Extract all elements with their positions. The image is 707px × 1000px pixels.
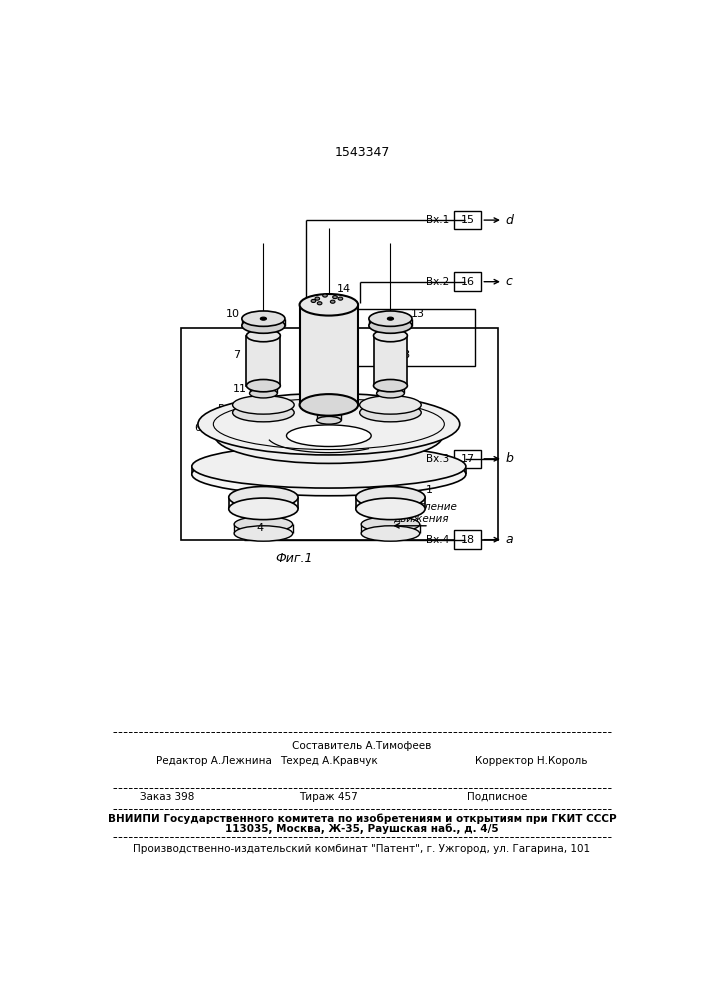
Ellipse shape xyxy=(315,297,320,300)
Bar xyxy=(454,450,481,468)
Ellipse shape xyxy=(229,487,298,508)
Text: 11: 11 xyxy=(233,384,247,394)
Ellipse shape xyxy=(286,425,371,446)
Ellipse shape xyxy=(361,517,420,532)
Ellipse shape xyxy=(192,445,466,488)
Ellipse shape xyxy=(360,396,421,414)
Ellipse shape xyxy=(250,381,277,390)
Ellipse shape xyxy=(242,311,285,326)
Ellipse shape xyxy=(234,526,293,541)
Bar xyxy=(317,405,341,420)
Ellipse shape xyxy=(229,498,298,520)
Text: 7: 7 xyxy=(233,350,240,360)
Ellipse shape xyxy=(373,379,407,392)
Text: 113035, Москва, Ж-35, Раушская наб., д. 4/5: 113035, Москва, Ж-35, Раушская наб., д. … xyxy=(225,824,498,834)
Ellipse shape xyxy=(242,318,285,333)
Ellipse shape xyxy=(356,498,425,520)
Text: 9: 9 xyxy=(379,442,386,452)
Text: 3: 3 xyxy=(256,496,263,506)
Ellipse shape xyxy=(215,408,443,463)
Ellipse shape xyxy=(233,396,294,414)
Ellipse shape xyxy=(369,311,412,326)
Ellipse shape xyxy=(369,318,412,333)
Bar xyxy=(454,272,481,291)
Text: Составитель А.Тимофеев: Составитель А.Тимофеев xyxy=(292,741,432,751)
Text: 13: 13 xyxy=(410,309,424,319)
Ellipse shape xyxy=(330,300,335,303)
Bar xyxy=(454,530,481,549)
Bar xyxy=(300,305,358,405)
Ellipse shape xyxy=(333,296,337,299)
Text: d: d xyxy=(505,214,513,227)
Ellipse shape xyxy=(361,526,420,541)
Text: 1: 1 xyxy=(426,485,433,495)
Text: Подписное: Подписное xyxy=(467,792,528,802)
Text: b: b xyxy=(505,452,513,465)
Ellipse shape xyxy=(317,416,341,424)
Text: 14: 14 xyxy=(337,284,351,294)
Ellipse shape xyxy=(260,317,267,320)
Ellipse shape xyxy=(377,389,404,398)
Ellipse shape xyxy=(247,379,281,392)
Ellipse shape xyxy=(233,403,294,422)
Text: c: c xyxy=(506,275,513,288)
Text: Направление
движения: Направление движения xyxy=(385,502,457,524)
Ellipse shape xyxy=(198,393,460,455)
Ellipse shape xyxy=(338,297,343,300)
Bar xyxy=(454,211,481,229)
Ellipse shape xyxy=(356,487,425,508)
Text: 12: 12 xyxy=(410,408,424,418)
Ellipse shape xyxy=(317,302,322,305)
Ellipse shape xyxy=(234,517,293,532)
Text: 15: 15 xyxy=(460,215,474,225)
Text: 4: 4 xyxy=(256,523,263,533)
Text: ВНИИПИ Государственного комитета по изобретениям и открытиям при ГКИТ СССР: ВНИИПИ Государственного комитета по изоб… xyxy=(107,813,617,824)
Text: Корректор Н.Король: Корректор Н.Король xyxy=(475,756,588,766)
Text: Тираж 457: Тираж 457 xyxy=(300,792,358,802)
Text: 10: 10 xyxy=(226,309,240,319)
Ellipse shape xyxy=(311,299,316,302)
Text: 18: 18 xyxy=(460,535,474,545)
Ellipse shape xyxy=(387,317,394,320)
Ellipse shape xyxy=(300,294,358,316)
Bar xyxy=(247,336,281,386)
Ellipse shape xyxy=(300,394,358,416)
Ellipse shape xyxy=(192,453,466,496)
Text: Вх.3: Вх.3 xyxy=(426,454,450,464)
Bar xyxy=(181,328,498,540)
Text: Редактор А.Лежнина: Редактор А.Лежнина xyxy=(156,756,271,766)
Text: 5: 5 xyxy=(218,404,225,414)
Ellipse shape xyxy=(247,329,281,342)
Text: Вх.1: Вх.1 xyxy=(426,215,450,225)
Ellipse shape xyxy=(250,389,277,398)
Ellipse shape xyxy=(322,294,327,297)
Text: 6: 6 xyxy=(194,423,201,433)
Bar xyxy=(352,309,475,366)
Text: 8: 8 xyxy=(402,350,409,360)
Text: 16: 16 xyxy=(460,277,474,287)
Text: a: a xyxy=(506,533,513,546)
Text: 1543347: 1543347 xyxy=(334,146,390,159)
Text: Производственно-издательский комбинат "Патент", г. Ужгород, ул. Гагарина, 101: Производственно-издательский комбинат "П… xyxy=(134,844,590,854)
Text: Заказ 398: Заказ 398 xyxy=(140,792,194,802)
Ellipse shape xyxy=(360,403,421,422)
Text: Вх.4: Вх.4 xyxy=(426,535,450,545)
Text: Фиг.1: Фиг.1 xyxy=(276,552,313,565)
Ellipse shape xyxy=(373,329,407,342)
Ellipse shape xyxy=(377,381,404,390)
Text: Техред А.Кравчук: Техред А.Кравчук xyxy=(280,756,378,766)
Text: 17: 17 xyxy=(460,454,474,464)
Text: Вх.2: Вх.2 xyxy=(426,277,450,287)
Text: 2: 2 xyxy=(418,496,425,506)
Bar xyxy=(373,336,407,386)
